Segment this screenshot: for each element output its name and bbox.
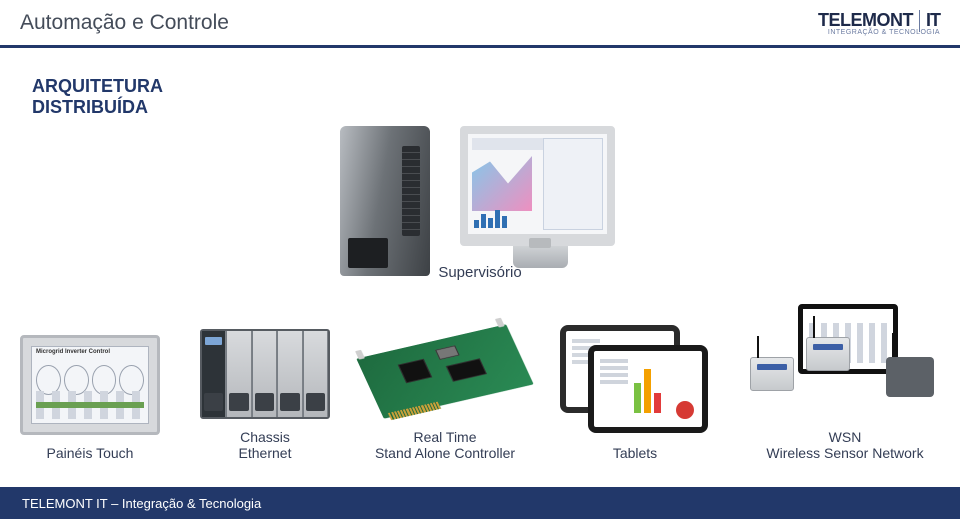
slide-footer: TELEMONT IT – Integração & Tecnologia xyxy=(0,487,960,519)
device-chassis: Chassis Ethernet xyxy=(200,329,330,461)
monitor-graphic xyxy=(460,126,620,276)
slide-header: Automação e Controle TELEMONT IT INTEGRA… xyxy=(0,0,960,48)
touchpanel-title: Microgrid Inverter Control xyxy=(36,349,110,355)
supervisory-label: Supervisório xyxy=(438,264,521,281)
device-tablets: Tablets xyxy=(560,325,710,461)
chassis-label: Chassis Ethernet xyxy=(239,429,292,461)
devices-row: Microgrid Inverter Control Painéis Touch… xyxy=(20,304,940,461)
monitor-bar-chart xyxy=(474,208,507,228)
logo-tagline: INTEGRAÇÃO & TECNOLOGIA xyxy=(818,29,940,36)
record-icon xyxy=(676,401,694,419)
server-tower-graphic xyxy=(340,126,430,276)
device-touch-panel: Microgrid Inverter Control Painéis Touch xyxy=(20,335,160,461)
page-title: Automação e Controle xyxy=(20,11,229,35)
wsn-label: WSN Wireless Sensor Network xyxy=(766,429,923,461)
realtime-label: Real Time Stand Alone Controller xyxy=(375,429,515,461)
tablets-label: Tablets xyxy=(613,445,657,461)
monitor-3d-chart xyxy=(472,156,532,211)
brand-logo: TELEMONT IT INTEGRAÇÃO & TECNOLOGIA xyxy=(818,10,940,36)
diagram-stage: Supervisório Microgrid Inverter Control … xyxy=(0,76,960,481)
footer-text: TELEMONT IT – Integração & Tecnologia xyxy=(22,496,261,511)
device-realtime-controller: Real Time Stand Alone Controller xyxy=(370,324,520,461)
monitor-side-panel xyxy=(543,138,603,230)
touch-panel-label: Painéis Touch xyxy=(47,445,134,461)
supervisory-row xyxy=(0,76,960,276)
device-wsn: WSN Wireless Sensor Network xyxy=(750,304,940,461)
